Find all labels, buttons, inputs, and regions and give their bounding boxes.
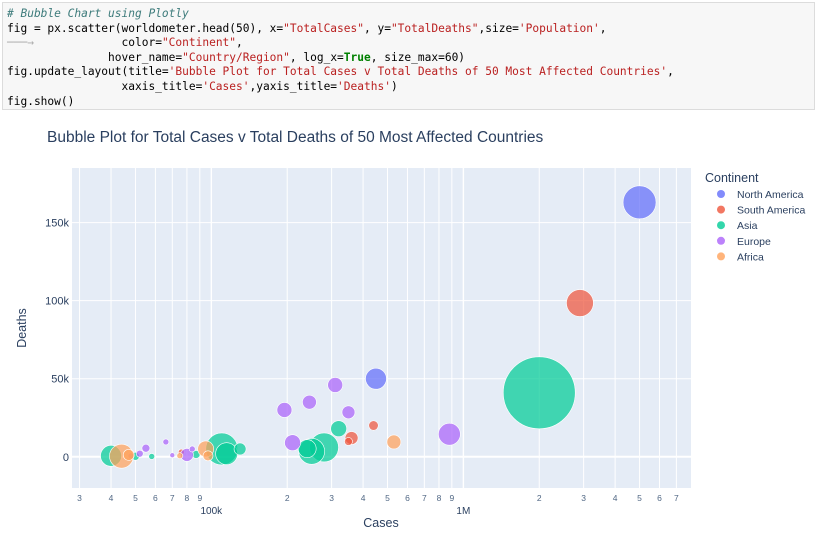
bubble-point	[215, 442, 238, 465]
y-tick-label: 100k	[45, 296, 69, 308]
bubble-point	[438, 422, 461, 446]
plot-area[interactable]	[72, 168, 691, 488]
x-tick-label: 7	[422, 493, 427, 503]
x-tick-label: 6	[405, 493, 410, 503]
bubble-point	[330, 420, 347, 437]
code-line-4: hover_name="Country/Region", log_x=True,…	[7, 50, 466, 64]
bubble-point	[162, 438, 170, 446]
bubbles	[100, 185, 657, 469]
x-tick-label: 5	[133, 493, 138, 503]
x-tick-label: 9	[449, 493, 454, 503]
bubble-point	[176, 452, 184, 459]
bubble-point	[202, 450, 214, 462]
legend-marker	[717, 236, 725, 245]
code-line-1: # Bubble Chart using Plotly	[7, 7, 189, 20]
legend-label: South America	[737, 205, 805, 217]
y-tick-label: 0	[63, 452, 69, 464]
legend-marker	[717, 190, 725, 198]
x-tick-label: 4	[613, 493, 618, 503]
x-tick-label: 1M	[456, 506, 470, 517]
x-tick-label: 4	[361, 493, 366, 503]
bubble-point	[284, 434, 301, 452]
legend-label: North America	[737, 189, 804, 201]
x-tick-label: 7	[674, 493, 679, 503]
x-axis-title: Cases	[363, 516, 398, 530]
x-tick-label: 6	[153, 493, 158, 503]
bubble-point	[327, 377, 343, 393]
bubble-point	[297, 439, 317, 458]
code-line-3: ───→ color="Continent",	[7, 36, 243, 50]
chart-title: Bubble Plot for Total Cases v Total Deat…	[47, 129, 544, 146]
bubble-point	[148, 453, 156, 460]
x-tick-label: 3	[77, 493, 82, 503]
bubble-point	[141, 443, 151, 453]
bubble-point	[365, 367, 387, 390]
bubble-point	[344, 437, 353, 446]
bubble-point	[622, 185, 657, 220]
x-tick-label: 8	[185, 493, 190, 503]
legend-label: Africa	[737, 251, 764, 263]
x-tick-label: 3	[581, 493, 586, 503]
x-tick-label: 7	[170, 493, 175, 503]
bubble-chart[interactable]: Bubble Plot for Total Cases v Total Deat…	[0, 112, 817, 534]
code-line-5: fig.update_layout(title='Bubble Plot for…	[7, 65, 674, 79]
bubble-point	[502, 356, 576, 430]
bubble-point	[368, 420, 379, 431]
legend-marker	[717, 221, 725, 230]
legend-title: Continent	[705, 171, 759, 185]
bubble-point	[341, 405, 356, 420]
legend-label: Europe	[737, 236, 771, 248]
x-tick-label: 2	[285, 493, 290, 503]
bubble-point	[188, 445, 196, 453]
y-axis-title: Deaths	[15, 308, 29, 348]
code-line-6: xaxis_title='Cases',yaxis_title='Deaths'…	[7, 79, 398, 93]
x-tick-label: 8	[437, 493, 442, 503]
legend-label: Asia	[737, 220, 758, 232]
bubble-point	[302, 394, 317, 410]
x-tick-label: 2	[537, 493, 542, 503]
code-line-7: fig.show()	[7, 94, 75, 108]
x-tick-label: 100k	[200, 506, 223, 517]
code-line-2: fig = px.scatter(worldometer.head(50), x…	[7, 21, 607, 35]
legend-marker	[717, 252, 725, 261]
y-tick-label: 150k	[45, 218, 69, 230]
bubble-point	[233, 442, 247, 456]
x-tick-label: 5	[637, 493, 642, 503]
x-tick-label: 4	[109, 493, 114, 503]
bubble-point	[276, 402, 293, 418]
code-cell[interactable]: # Bubble Chart using Plotly fig = px.sca…	[2, 2, 815, 110]
bubble-point	[566, 289, 594, 317]
y-axis: 0 50k 100k 150k	[45, 218, 69, 464]
code-block: # Bubble Chart using Plotly fig = px.sca…	[3, 3, 814, 109]
bubble-point	[386, 434, 402, 450]
bubble-point	[122, 449, 135, 461]
x-tick-label: 5	[385, 493, 390, 503]
bubble-point	[135, 449, 144, 458]
bubble-point	[169, 452, 176, 459]
x-tick-label: 6	[657, 493, 662, 503]
x-tick-label: 9	[197, 493, 202, 503]
x-tick-label: 3	[329, 493, 334, 503]
legend[interactable]: Continent North America South America Asia…	[705, 171, 805, 263]
legend-marker	[717, 205, 725, 214]
y-tick-label: 50k	[51, 374, 69, 386]
